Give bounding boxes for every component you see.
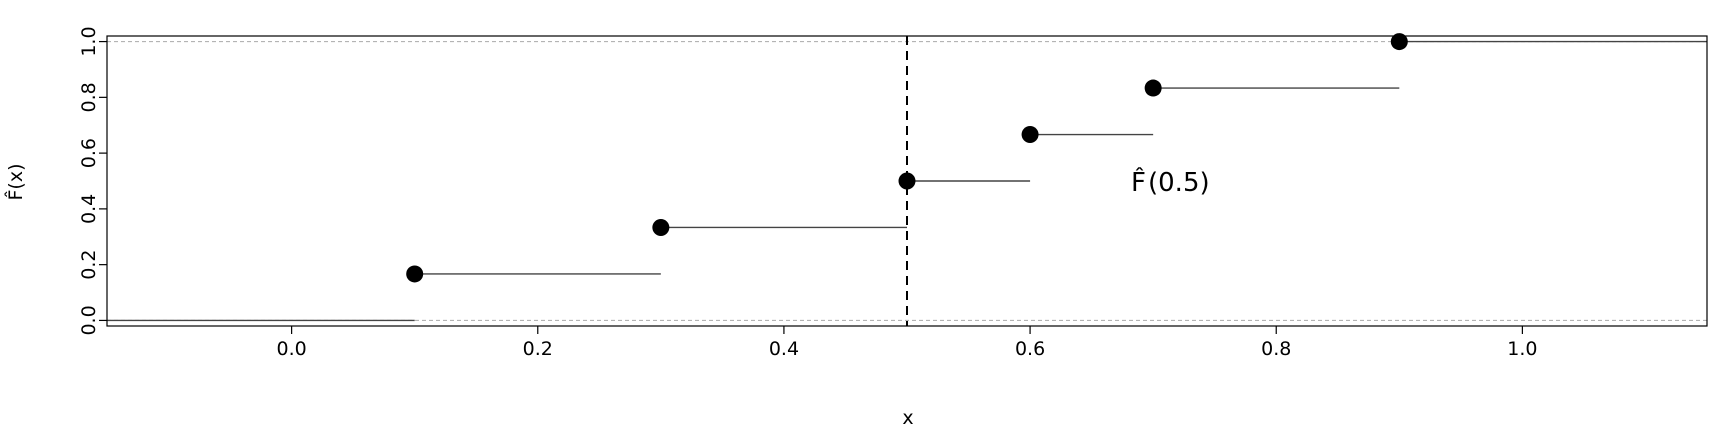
- annotation-label: F̂ (0.5): [1131, 166, 1210, 198]
- y-tick-label: 0.4: [78, 194, 100, 224]
- annotation-function: F̂: [1131, 166, 1146, 198]
- y-tick-label: 0.6: [78, 138, 100, 168]
- step-point: [1021, 126, 1039, 144]
- annotation-argument: (0.5): [1148, 168, 1210, 198]
- step-point: [406, 265, 424, 283]
- y-tick-label: 0.2: [78, 250, 100, 280]
- y-axis-title: F̂(x): [5, 164, 27, 201]
- x-tick-label: 0.2: [523, 338, 553, 360]
- x-tick-label: 0.4: [769, 338, 799, 360]
- y-tick-label: 0.0: [78, 305, 100, 335]
- x-tick-label: 0.8: [1261, 338, 1291, 360]
- y-axis-ticks: 0.0 0.2 0.4 0.6 0.8 1.0: [78, 26, 107, 336]
- step-point: [652, 218, 670, 236]
- step-point: [898, 172, 916, 190]
- y-tick-label: 0.8: [78, 82, 100, 112]
- y-tick-label: 1.0: [78, 26, 100, 56]
- x-axis-title: x: [902, 407, 913, 429]
- x-tick-label: 0.0: [277, 338, 307, 360]
- x-axis-ticks: 0.0 0.2 0.4 0.6 0.8 1.0: [277, 326, 1537, 360]
- step-points: [406, 33, 1408, 283]
- x-tick-label: 1.0: [1507, 338, 1537, 360]
- step-segments: [107, 40, 1707, 322]
- step-point: [1144, 79, 1162, 97]
- plot-frame: [106, 35, 1708, 327]
- step-point: [1390, 33, 1408, 51]
- x-tick-label: 0.6: [1015, 338, 1045, 360]
